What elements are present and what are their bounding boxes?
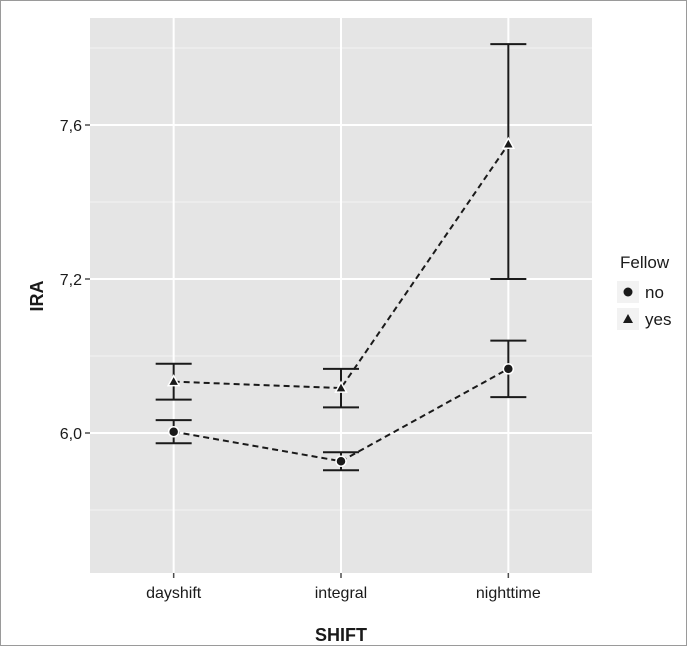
data-point (166, 374, 181, 387)
y-axis: 6,0 7,2 7,6 (60, 118, 90, 443)
legend-symbol (623, 287, 633, 297)
legend: Fellow no yes (617, 253, 671, 330)
series-yes (155, 43, 527, 409)
series-layer (155, 43, 527, 472)
data-point (335, 455, 347, 467)
legend-label: yes (645, 310, 671, 329)
data-point (502, 363, 515, 375)
x-tick-label: integral (315, 585, 367, 602)
data-point (501, 136, 516, 149)
y-axis-title: IRA (27, 281, 47, 312)
y-tick-label: 6,0 (60, 426, 82, 443)
error-bar (490, 43, 527, 280)
series-line (173, 143, 510, 390)
legend-symbol (623, 314, 633, 323)
x-tick-label: dayshift (146, 585, 202, 602)
legend-label: no (645, 283, 664, 302)
series-no (155, 339, 527, 472)
legend-title: Fellow (620, 253, 670, 272)
y-tick-label: 7,6 (60, 118, 82, 135)
x-axis: dayshift integral nighttime (146, 573, 541, 602)
data-point (167, 425, 180, 438)
y-tick-label: 7,2 (60, 272, 82, 289)
x-tick-label: nighttime (476, 585, 541, 602)
x-axis-title: SHIFT (315, 625, 367, 645)
data-point (334, 380, 348, 393)
